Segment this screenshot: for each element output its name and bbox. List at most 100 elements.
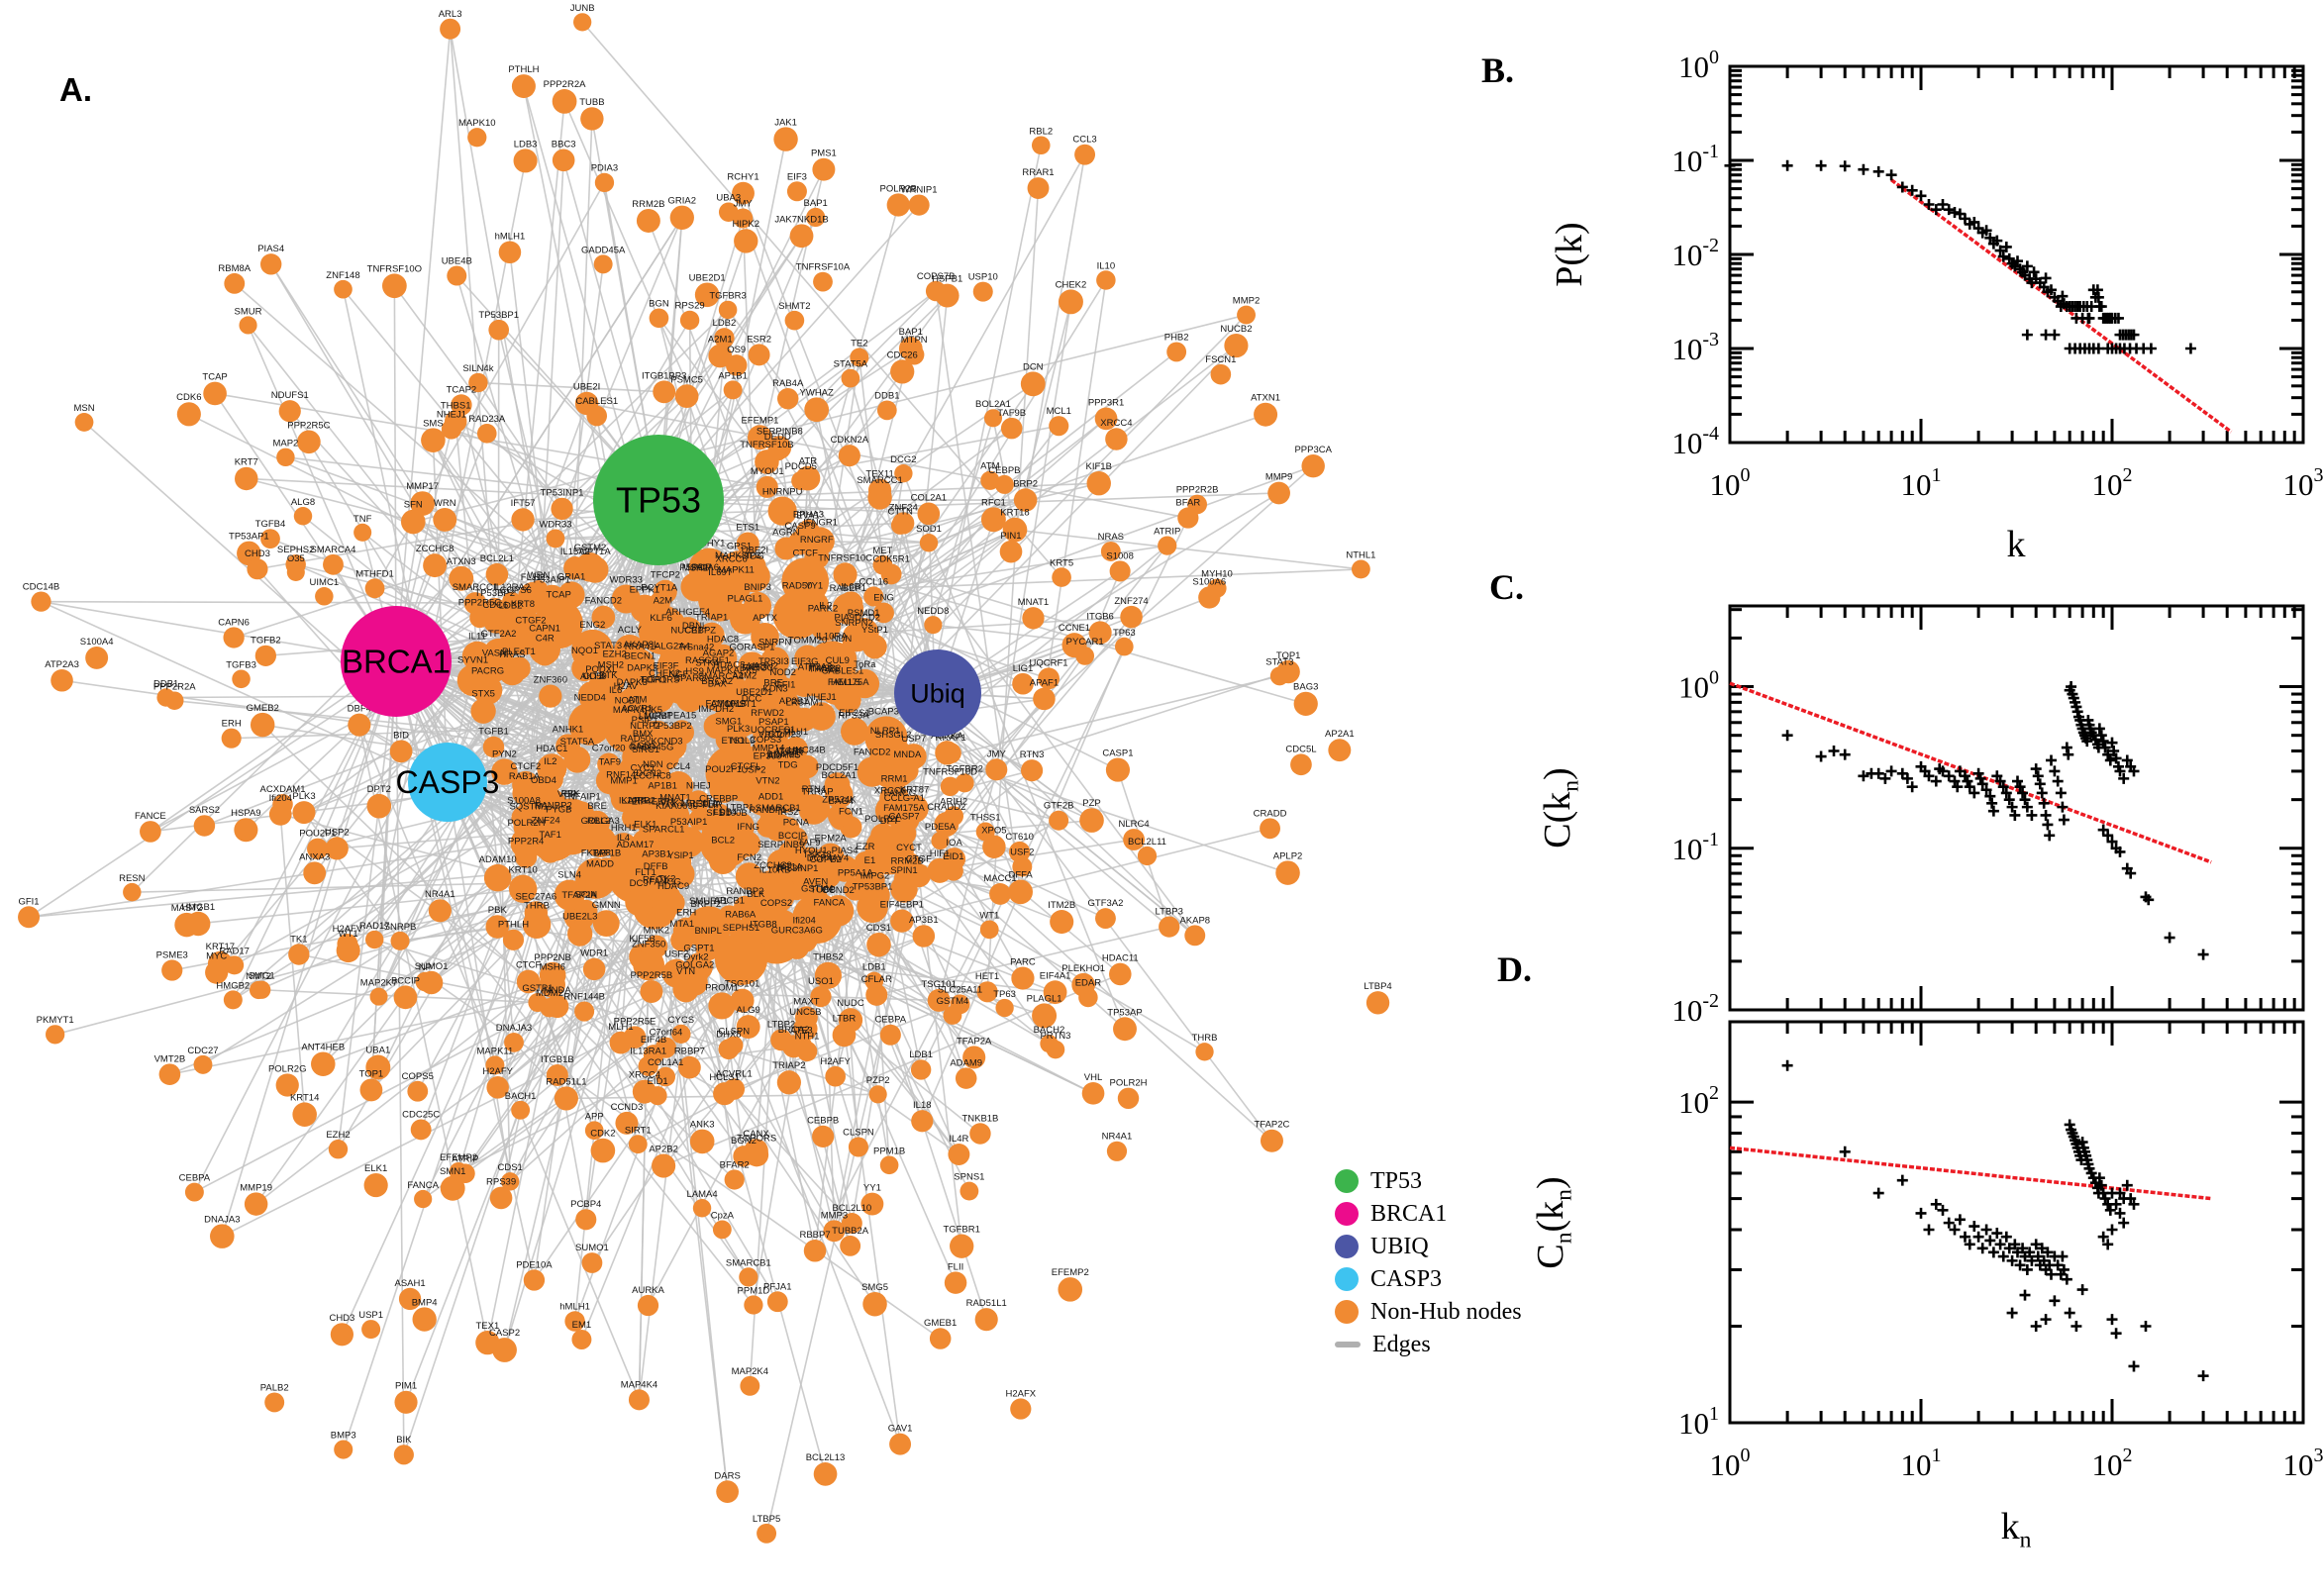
node-label: KIF5B	[629, 934, 655, 945]
node-label: HDAC11	[1102, 953, 1139, 964]
node-label: PPP2R4	[508, 836, 544, 847]
data-point	[2021, 260, 2033, 272]
node-label: CDK6	[176, 392, 201, 403]
node-label: SEPHS1	[723, 923, 760, 934]
non-hub-node	[969, 1123, 991, 1145]
non-hub-node	[811, 673, 837, 698]
node-label: LDB2	[713, 318, 737, 329]
data-point	[2110, 843, 2122, 854]
data-point	[2102, 1239, 2114, 1250]
data-point	[2058, 298, 2070, 310]
node-label: GRIA2	[668, 196, 697, 207]
node-label: RANBP1	[749, 805, 786, 816]
non-hub-node	[724, 1169, 745, 1190]
data-point	[2131, 343, 2143, 354]
non-hub-node	[1050, 910, 1074, 935]
data-point	[1976, 1243, 1988, 1254]
node-label: GOLGA3	[581, 816, 620, 827]
node-label: TNF	[354, 514, 372, 525]
non-hub-node	[833, 562, 858, 587]
node-label: ATXN1	[1251, 393, 1280, 404]
non-hub-node	[433, 507, 457, 532]
node-label: PZP2	[866, 1075, 890, 1086]
data-point	[2066, 1124, 2077, 1136]
non-hub-node	[485, 915, 510, 939]
node-label: S100A6	[1192, 576, 1226, 587]
node-label: SMN1	[440, 1166, 465, 1177]
non-hub-node	[260, 253, 282, 275]
non-hub-node	[193, 815, 216, 837]
y-tick-label: 10-2	[1671, 990, 1719, 1028]
non-hub-node	[1033, 687, 1056, 711]
node-label: FLJ11	[521, 572, 547, 583]
node-label: PLAGL1	[728, 594, 763, 605]
node-label: GURC3A6G	[771, 925, 823, 936]
data-point	[1991, 1228, 2003, 1240]
node-label: LDB1	[862, 962, 886, 973]
non-hub-node	[841, 368, 860, 388]
data-point	[2123, 329, 2135, 341]
node-label: MSN	[73, 403, 94, 414]
node-label: ZNF24	[532, 815, 560, 826]
data-point	[2061, 301, 2072, 313]
data-point	[2052, 295, 2064, 307]
data-point	[1964, 1239, 1975, 1250]
non-hub-node	[848, 1137, 868, 1157]
node-label: CpzA	[711, 1210, 735, 1221]
data-point	[2085, 301, 2097, 313]
non-hub-node	[250, 712, 275, 738]
node-label: SNRPB	[384, 922, 417, 933]
non-hub-node	[863, 586, 884, 607]
node-label: BMP3	[331, 1431, 356, 1442]
node-label: PFJA1	[763, 1281, 792, 1292]
panel-d-label: D.	[1497, 949, 1532, 989]
node-label: EIF2S1	[839, 708, 870, 719]
edge	[188, 413, 540, 591]
data-point	[2045, 1268, 2057, 1280]
node-label: DPT	[880, 816, 899, 827]
non-hub-node	[751, 622, 779, 651]
node-label: SYVN1	[457, 654, 488, 665]
data-point	[1781, 159, 1793, 171]
data-point	[2083, 719, 2095, 731]
node-label: AVEN	[803, 876, 828, 887]
node-label: BNIPL	[694, 926, 721, 937]
node-label: JAK7NKD1B	[774, 214, 828, 225]
node-label: CCLG-A1	[884, 793, 925, 804]
edge	[1043, 279, 1107, 700]
data-point	[1984, 790, 1996, 802]
node-label: ANT4HEB	[301, 1042, 345, 1052]
edge	[373, 160, 527, 941]
edge	[447, 781, 742, 932]
node-label: P53AIP1	[670, 817, 708, 828]
non-hub-node	[812, 157, 836, 181]
node-label: PARK2	[808, 604, 838, 615]
non-hub-node	[867, 485, 892, 510]
node-label: RAB4A	[772, 378, 804, 389]
node-label: CTCFL	[712, 699, 743, 710]
node-label: LAMA4	[686, 1189, 717, 1200]
node-label: AURKA	[632, 1285, 664, 1296]
node-label: TOMM20	[788, 636, 827, 647]
node-label: USP7	[901, 734, 926, 745]
data-point	[1997, 781, 2009, 793]
non-hub-node	[523, 1269, 546, 1291]
edge	[132, 874, 826, 893]
non-hub-node	[1013, 488, 1038, 512]
data-point	[2068, 1131, 2079, 1143]
node-label: BRE	[763, 678, 783, 689]
node-label: PACRG	[471, 665, 504, 676]
data-point	[2121, 1179, 2133, 1191]
node-label: ITGB8	[750, 920, 776, 931]
edge	[920, 517, 1189, 1070]
data-point	[1943, 770, 1955, 782]
node-label: THBS2	[813, 952, 844, 963]
node-label: IL10	[1097, 260, 1116, 271]
data-point	[2055, 1268, 2067, 1280]
node-label: MYOU1	[751, 466, 784, 477]
edge	[902, 472, 1126, 1030]
non-hub-node	[567, 921, 593, 947]
data-point	[1872, 767, 1884, 779]
node-label: BAG4	[829, 796, 854, 807]
data-point	[2017, 266, 2029, 278]
